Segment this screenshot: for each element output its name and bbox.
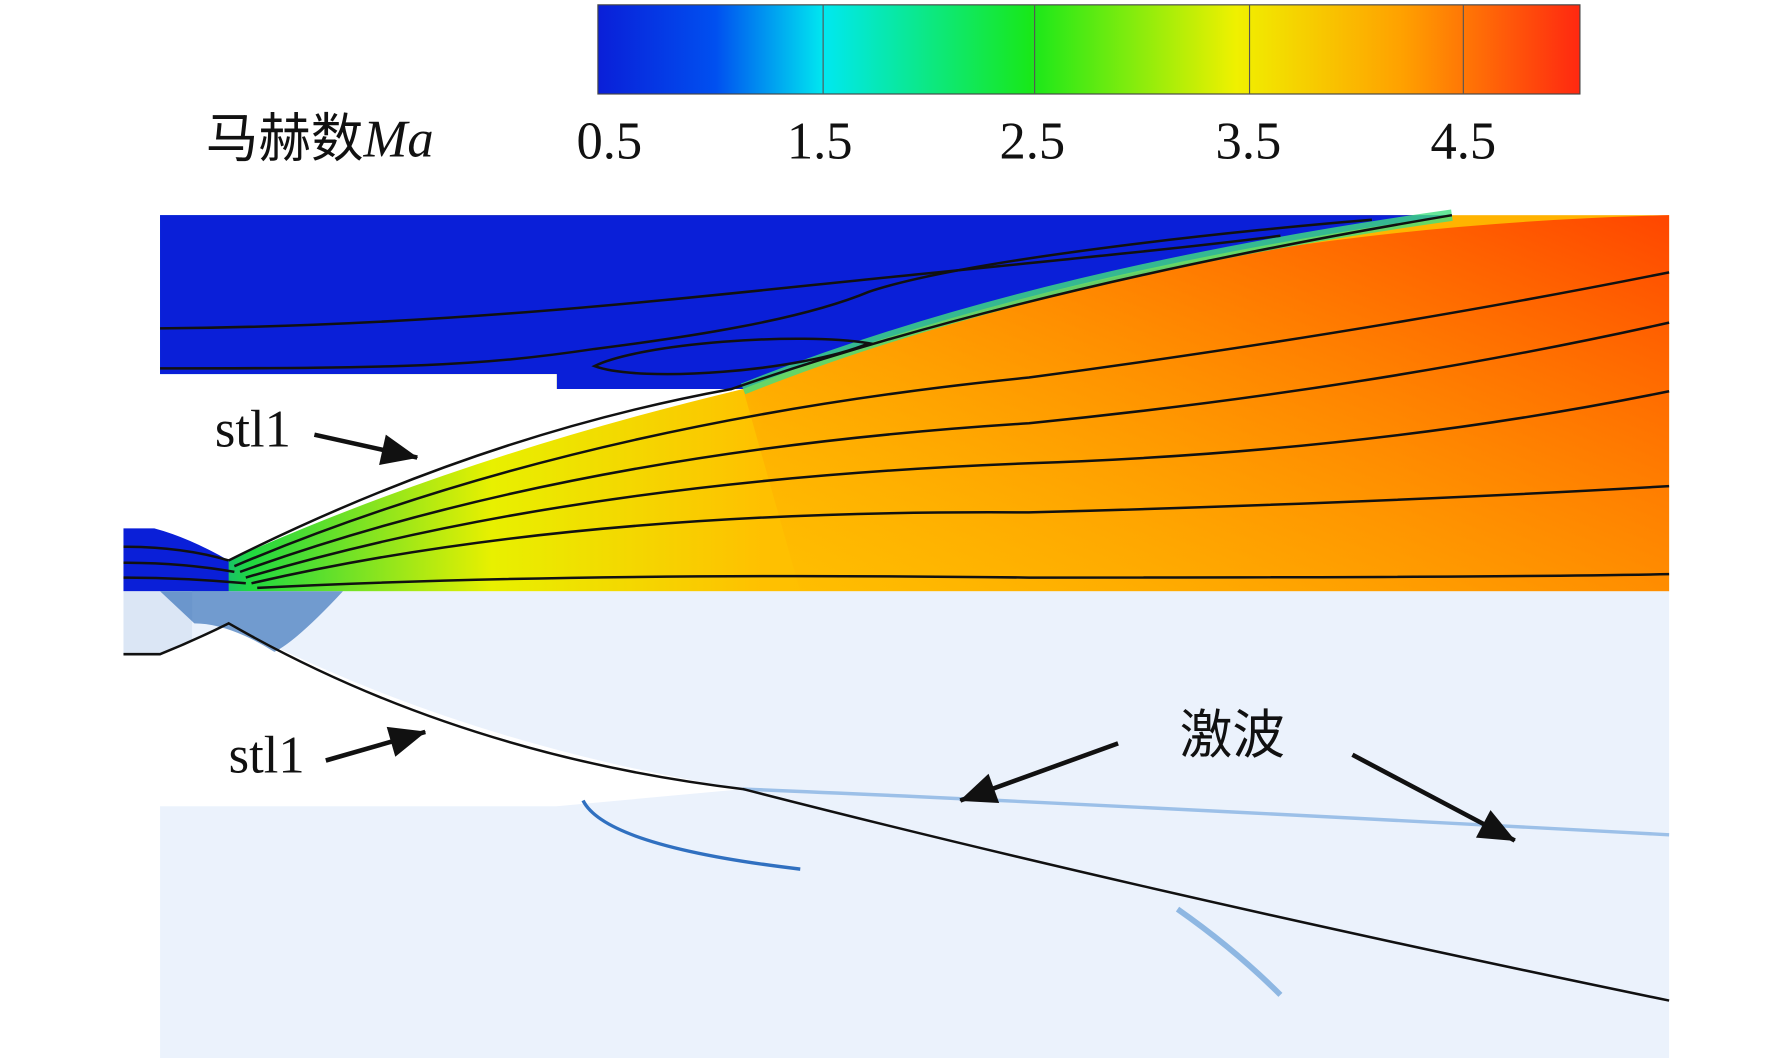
colorbar-symbol: Ma <box>363 110 434 168</box>
schlieren-field <box>123 591 1670 1058</box>
arrow <box>313 432 419 465</box>
colorbar-tick-label: 4.5 <box>1430 113 1496 171</box>
colorbar-tick-label: 0.5 <box>576 113 642 171</box>
annotation-stl-bottom: stl1 <box>229 727 305 785</box>
colorbar-label: 马赫数Ma <box>206 110 434 168</box>
arrow <box>1351 752 1516 843</box>
colorbar-tick-label: 2.5 <box>999 113 1065 171</box>
colorbar-dividers <box>822 4 1464 95</box>
annotation-shock: 激波 <box>1180 707 1285 765</box>
colorbar-ticks: 0.5 1.5 2.5 3.5 4.5 <box>576 113 1496 171</box>
arrow <box>325 726 427 763</box>
annotation-stl-top: stl1 <box>215 401 291 459</box>
colorbar-tick-label: 1.5 <box>787 113 853 171</box>
colorbar-label-text: 马赫数 <box>206 110 364 168</box>
colorbar <box>597 4 1581 95</box>
arrow <box>959 741 1119 803</box>
colorbar-tick-label: 3.5 <box>1216 113 1282 171</box>
mach-field <box>123 209 1670 592</box>
